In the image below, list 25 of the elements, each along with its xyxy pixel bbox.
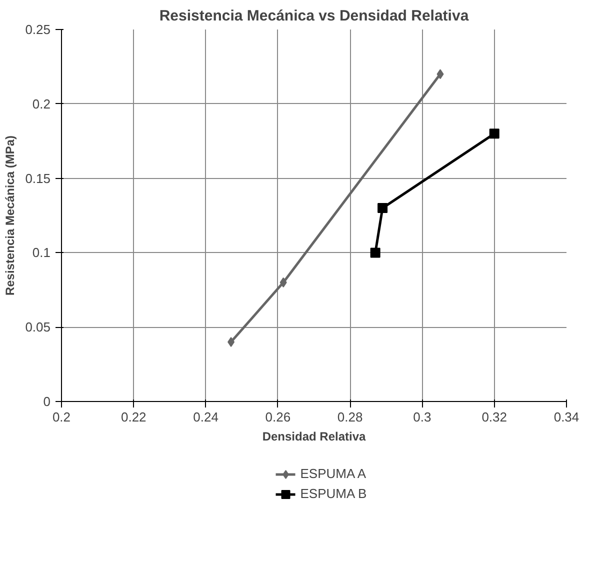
legend-label: ESPUMA A xyxy=(300,466,366,481)
chart-title: Resistencia Mecánica vs Densidad Relativa xyxy=(159,8,470,24)
point xyxy=(370,248,380,258)
x-tick-label: 0.3 xyxy=(413,410,432,424)
y-tick-label: 0.1 xyxy=(32,245,51,260)
legend-label: ESPUMA B xyxy=(300,486,367,501)
y-tick-label: 0.05 xyxy=(25,320,51,335)
y-tick-label: 0.25 xyxy=(25,22,51,37)
x-tick-label: 0.24 xyxy=(193,410,218,424)
x-tick-label: 0.26 xyxy=(265,410,291,424)
point xyxy=(489,128,500,139)
y-tick-label: 0.15 xyxy=(25,170,51,186)
y-tick-label: 0.2 xyxy=(32,96,51,112)
y-tick-label: 0 xyxy=(43,394,51,409)
x-tick-label: 0.32 xyxy=(482,410,508,424)
point xyxy=(228,336,235,347)
x-tick-label: 0.2 xyxy=(52,410,71,424)
point xyxy=(436,69,444,80)
x-tick-label: 0.34 xyxy=(554,410,580,424)
point xyxy=(280,277,287,288)
x-tick-label: 0.22 xyxy=(120,410,146,424)
y-axis-title: Resistencia Mecánica (MPa) xyxy=(3,135,18,296)
x-tick-label: 0.28 xyxy=(337,410,363,424)
x-axis-title: Densidad Relativa xyxy=(262,430,366,444)
point xyxy=(378,203,388,214)
